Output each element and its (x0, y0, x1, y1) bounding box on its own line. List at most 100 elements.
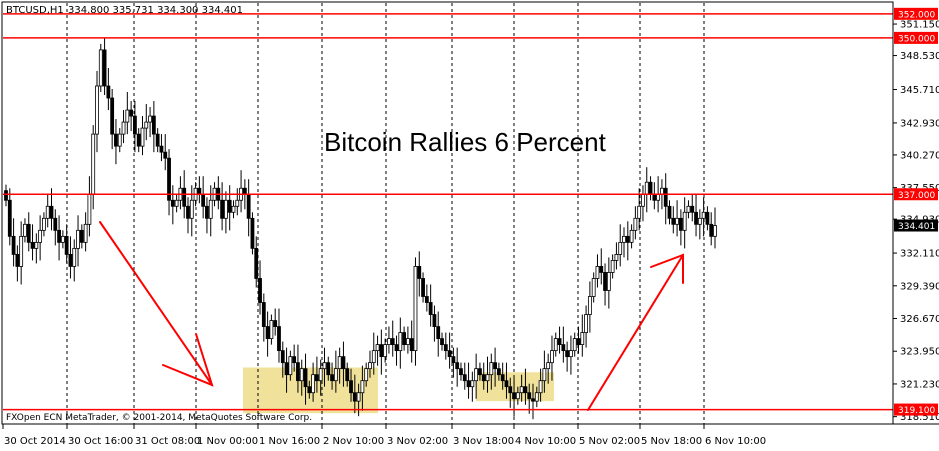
candle (481, 374, 486, 382)
candle (38, 229, 43, 243)
candle (561, 344, 566, 352)
candle (701, 211, 706, 219)
candle (705, 211, 710, 225)
candle (550, 350, 554, 364)
x-tick-label: 30 Oct 2014 (4, 436, 66, 447)
candle (644, 181, 649, 195)
candle (500, 374, 505, 382)
candle (633, 217, 638, 231)
candle (254, 247, 259, 279)
candle (15, 253, 20, 267)
down-arrow (99, 221, 213, 386)
candle (614, 253, 619, 261)
candle (227, 199, 232, 213)
candle (250, 217, 255, 249)
candle (618, 241, 623, 255)
candle (671, 217, 676, 225)
x-tick-label: 2 Nov 10:00 (323, 436, 384, 447)
candle (345, 368, 350, 382)
candle (690, 205, 695, 213)
candle (682, 211, 687, 231)
candle (7, 199, 12, 237)
y-tick-label: 345.710 (900, 85, 939, 96)
candle (459, 368, 463, 376)
x-tick-label: 6 Nov 10:00 (705, 436, 766, 447)
candle (242, 187, 247, 195)
candle (30, 241, 35, 249)
candle (713, 225, 717, 237)
candle (515, 392, 520, 400)
candle (148, 115, 152, 123)
candle (417, 266, 422, 279)
candle (53, 217, 58, 231)
candle (49, 205, 54, 219)
x-tick-label: 3 Nov 18:00 (453, 436, 514, 447)
candle (337, 356, 342, 370)
candle (72, 247, 77, 267)
x-tick-label: 1 Nov 00:00 (197, 436, 258, 447)
chart-title: Bitcoin Rallies 6 Percent (324, 127, 607, 157)
candle (186, 205, 190, 219)
candle (402, 332, 407, 346)
candle (421, 278, 425, 297)
candle (136, 133, 141, 147)
candle (64, 235, 69, 255)
up-arrow-left-head (650, 253, 684, 284)
x-tick-label: 5 Nov 18:00 (641, 436, 702, 447)
candle (466, 380, 471, 388)
chart-ohlc: 334.800 335.731 334.300 334.401 (68, 5, 243, 16)
candle (95, 85, 99, 135)
x-tick-label: 3 Nov 02:00 (387, 436, 448, 447)
candle (637, 205, 642, 219)
candle (531, 398, 535, 402)
candle (167, 157, 171, 201)
candle (356, 392, 361, 402)
candle (572, 338, 577, 352)
candle (394, 344, 399, 352)
up-arrow-left (587, 254, 684, 411)
candle (489, 362, 494, 376)
level-label: 319.100 (898, 406, 935, 416)
candle (451, 356, 456, 364)
candle (60, 235, 65, 243)
candle (686, 205, 691, 213)
candle (307, 386, 312, 394)
candle (159, 145, 164, 153)
candle (569, 350, 573, 358)
candle (584, 314, 588, 333)
level-label-bg (894, 7, 938, 20)
candle (527, 392, 532, 400)
candle (197, 187, 202, 195)
candle (387, 338, 391, 346)
candle (163, 151, 168, 159)
candle (546, 362, 551, 370)
candle (660, 187, 664, 195)
level-label: 352.000 (898, 10, 935, 20)
candle (235, 199, 240, 207)
candle (379, 344, 384, 358)
candle (591, 278, 596, 297)
candle (246, 193, 251, 219)
candle (368, 362, 372, 370)
candle (678, 217, 683, 231)
candle (23, 223, 27, 237)
level-label-bg (894, 188, 938, 201)
y-tick-label: 318.510 (900, 412, 939, 423)
candle (83, 223, 88, 243)
candle (595, 266, 600, 279)
candle (371, 350, 376, 364)
candle (333, 368, 338, 382)
candle (318, 368, 323, 382)
candle (409, 338, 414, 352)
candle (622, 235, 626, 243)
candle (478, 368, 482, 376)
candle (534, 392, 539, 402)
candle (26, 223, 31, 243)
candle (538, 380, 543, 394)
candle (606, 272, 611, 291)
candle (413, 266, 418, 352)
candle (220, 199, 225, 219)
candle (170, 199, 175, 207)
candle (326, 362, 331, 376)
